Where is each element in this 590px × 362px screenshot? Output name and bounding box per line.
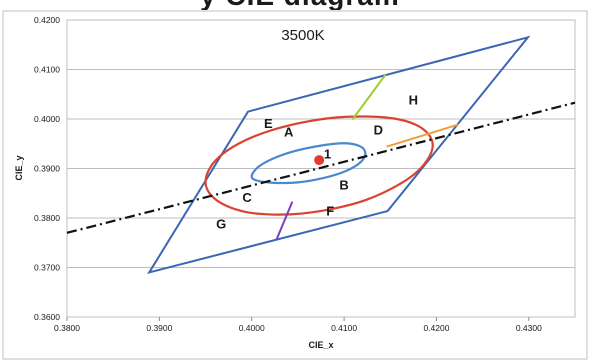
y-axis-label: CIE_y [14, 155, 24, 180]
region-label: B [339, 177, 348, 192]
label-layer: A B C D E F G H 1 [216, 93, 418, 232]
inner-ellipse [250, 142, 367, 185]
y-tick-label: 0.3900 [34, 164, 60, 174]
chart-title: 3500K [281, 27, 324, 44]
region-label: E [264, 116, 273, 131]
y-tick-label: 0.4100 [34, 65, 60, 75]
connector-segment [351, 73, 387, 121]
y-tick-label: 0.3700 [34, 263, 60, 273]
x-tick-label: 0.3800 [54, 323, 80, 333]
series-layer [66, 35, 576, 275]
region-label: H [409, 93, 418, 108]
x-tick-label: 0.4200 [423, 323, 449, 333]
x-axis-label: CIE_x [308, 340, 333, 350]
axis-layer: 0.3600 0.3700 0.3800 0.3900 0.4000 0.4100 0.42… [34, 15, 542, 333]
top-banner: y CIE diagram [0, 0, 590, 10]
banner-text: y CIE diagram [200, 0, 400, 10]
quadrangle-boundary [147, 35, 531, 275]
y-tick-label: 0.3800 [34, 213, 60, 223]
region-label: D [374, 122, 383, 137]
dash-dot-line [66, 101, 576, 234]
connector-segment [275, 201, 294, 240]
y-tick-label: 0.3600 [34, 312, 60, 322]
region-label: C [242, 190, 252, 205]
connector-segment [386, 123, 459, 148]
region-label: A [284, 124, 294, 139]
region-label: 1 [324, 147, 331, 162]
x-tick-label: 0.4100 [331, 323, 357, 333]
y-tick-label: 0.4200 [34, 15, 60, 25]
region-label: F [326, 204, 334, 219]
x-tick-label: 0.4300 [516, 323, 542, 333]
x-tick-label: 0.3900 [146, 323, 172, 333]
x-tick-label: 0.4000 [239, 323, 265, 333]
region-label: G [216, 216, 226, 231]
center-point [314, 155, 325, 166]
outer-ellipse [204, 115, 434, 216]
y-tick-label: 0.4000 [34, 114, 60, 124]
